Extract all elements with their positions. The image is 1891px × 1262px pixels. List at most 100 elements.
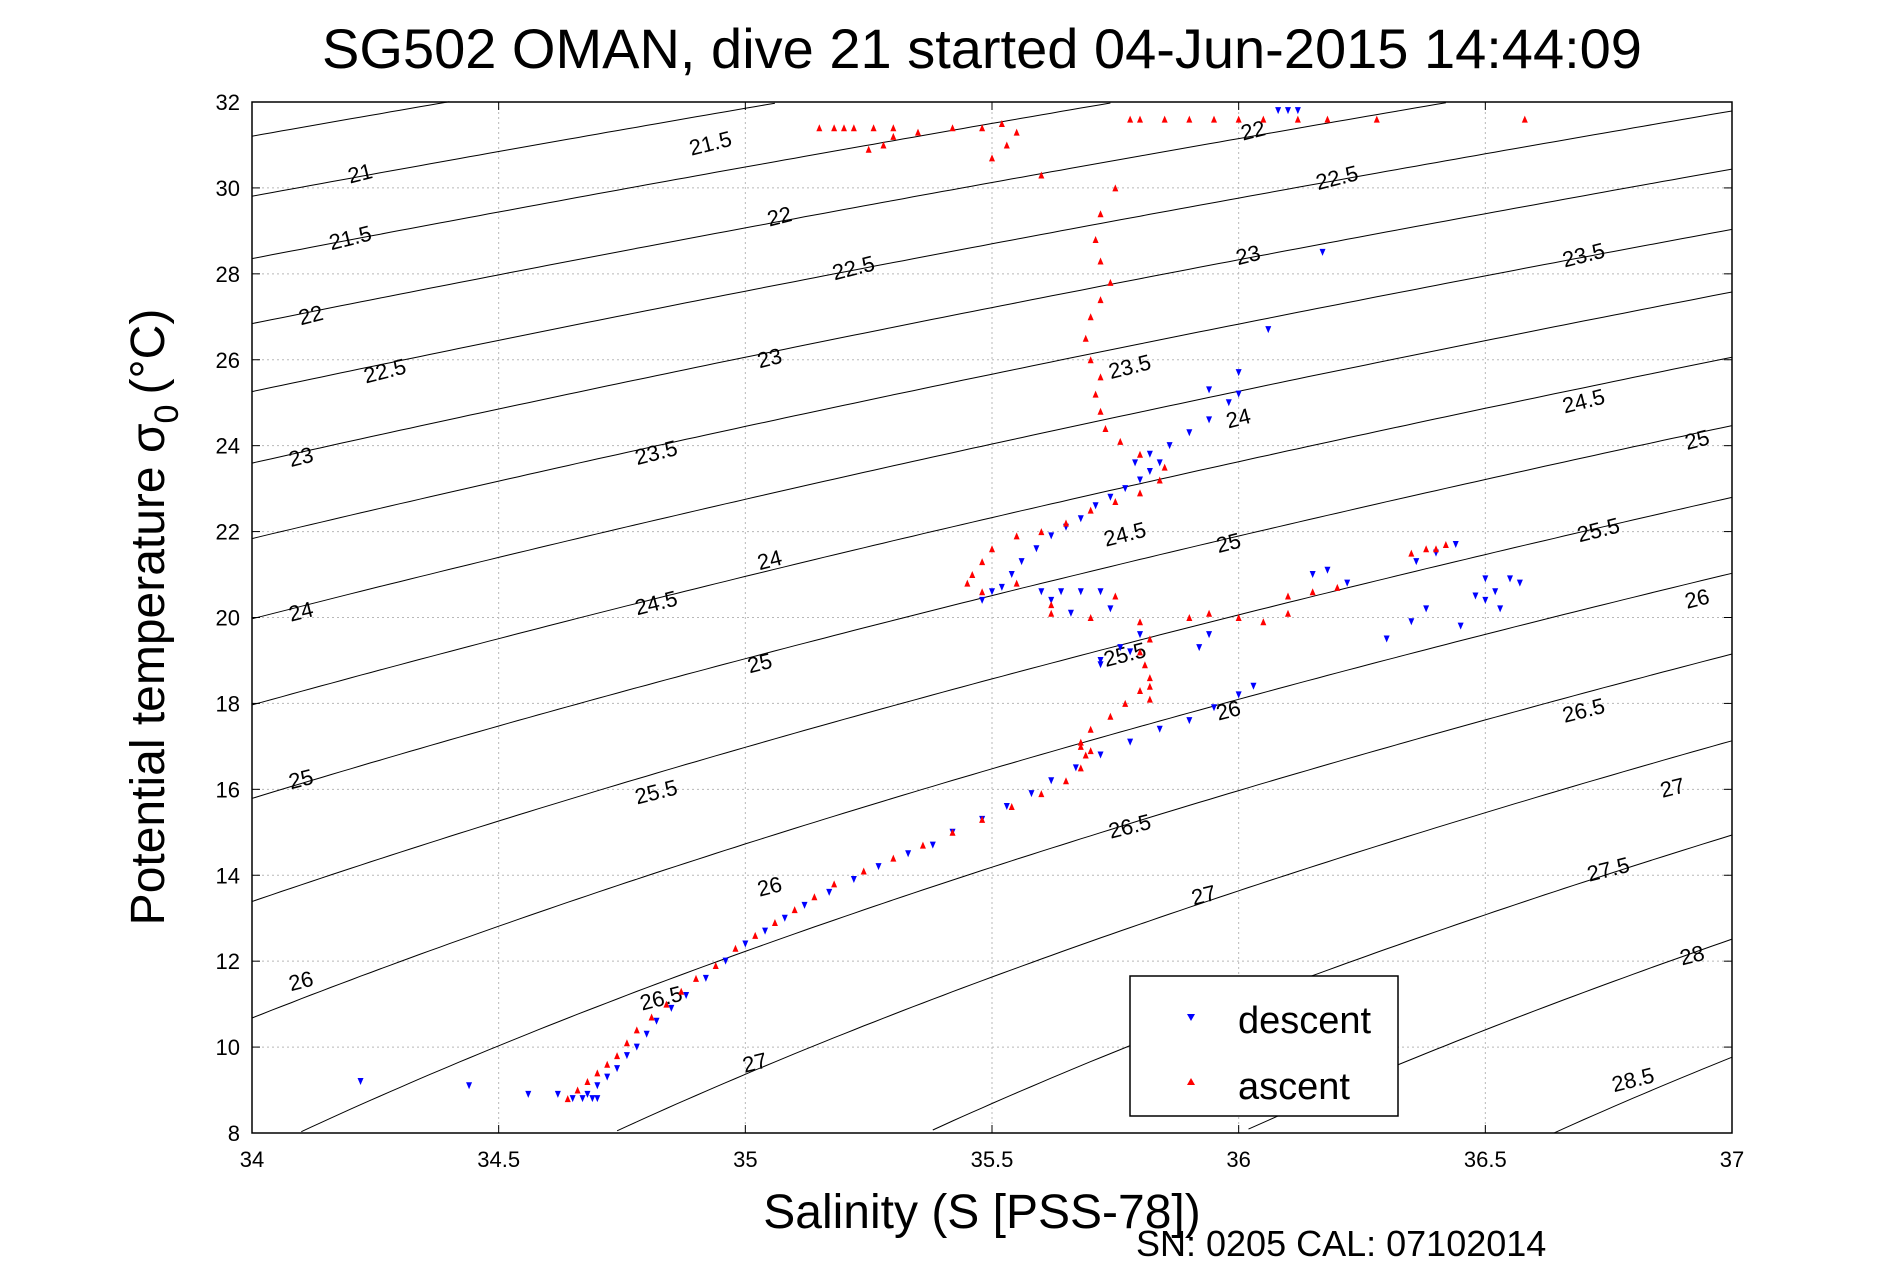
- descent-point: [569, 1095, 576, 1103]
- y-axis-label-main: Potential temperature σ: [122, 423, 175, 925]
- descent-point: [594, 1082, 601, 1090]
- ascent-point: [1146, 674, 1153, 682]
- descent-point: [1048, 777, 1055, 785]
- density-contour-label: 26: [286, 966, 316, 996]
- descent-point: [466, 1082, 473, 1090]
- descent-point: [826, 888, 833, 896]
- descent-point: [1077, 515, 1084, 523]
- descent-point: [604, 1073, 611, 1081]
- y-tick-label: 10: [216, 1035, 240, 1060]
- density-contour-line: [251, 425, 1733, 799]
- ascent-point: [989, 545, 995, 553]
- density-contour-line: [251, 102, 1111, 260]
- ascent-point: [1137, 648, 1143, 656]
- ascent-point: [1146, 695, 1153, 703]
- ascent-point: [1013, 532, 1020, 540]
- ascent-point: [890, 132, 897, 140]
- descent-point: [1285, 107, 1291, 115]
- ascent-point: [1107, 712, 1114, 720]
- descent-point: [1107, 493, 1114, 501]
- descent-point: [1072, 764, 1079, 772]
- ascent-point: [1161, 115, 1168, 123]
- ascent-point: [1097, 257, 1104, 265]
- density-contour-line: [251, 168, 1733, 464]
- descent-point: [653, 1017, 660, 1025]
- descent-point: [1008, 571, 1015, 579]
- density-contour-line: [251, 356, 1733, 706]
- y-axis-label-unit: (°C): [122, 309, 175, 395]
- descent-point: [1472, 592, 1479, 600]
- descent-point: [702, 974, 709, 982]
- legend-box: [1129, 975, 1399, 1117]
- ascent-point: [979, 588, 986, 596]
- descent-point: [1003, 803, 1010, 811]
- descent-point: [1211, 704, 1217, 712]
- ascent-point: [1107, 278, 1114, 286]
- descent-point: [905, 850, 912, 858]
- ascent-point: [841, 124, 847, 132]
- descent-point: [1344, 579, 1351, 587]
- density-contour-label: 24: [286, 596, 316, 626]
- descent-point: [850, 876, 857, 884]
- ascent-point: [1146, 682, 1153, 690]
- ascent-point: [880, 141, 887, 149]
- ascent-point: [1097, 296, 1104, 304]
- descent-point: [633, 1043, 640, 1051]
- x-tick-label: 34: [240, 1147, 264, 1172]
- ascent-point: [1137, 489, 1143, 497]
- descent-point: [1146, 450, 1153, 458]
- ascent-point: [964, 579, 971, 587]
- descent-point: [1038, 588, 1045, 596]
- ascent-point: [979, 124, 986, 132]
- ascent-point: [1146, 635, 1153, 643]
- ascent-point: [633, 1026, 640, 1034]
- descent-point: [1067, 609, 1074, 617]
- descent-point: [1127, 648, 1134, 656]
- x-tick-label: 35.5: [971, 1147, 1014, 1172]
- ascent-point: [574, 1086, 581, 1094]
- ascent-point: [1087, 506, 1094, 514]
- density-contour-label: 25: [1682, 425, 1712, 455]
- descent-point: [1250, 682, 1257, 690]
- y-tick-label: 28: [216, 262, 240, 287]
- ascent-point: [1235, 614, 1242, 621]
- ascent-point: [1008, 803, 1015, 811]
- ascent-point: [663, 1000, 670, 1008]
- descent-point: [762, 927, 769, 935]
- y-axis-label-subscript: 0: [148, 405, 186, 424]
- descent-point: [998, 583, 1005, 591]
- descent-point: [1122, 485, 1129, 493]
- descent-point: [1127, 738, 1134, 746]
- ascent-point: [584, 1077, 591, 1085]
- descent-point: [1048, 532, 1055, 540]
- density-contour-line: [616, 740, 1733, 1132]
- ascent-point: [979, 558, 986, 566]
- ascent-point: [1013, 579, 1020, 587]
- density-contour-line: [251, 291, 1733, 620]
- ascent-point: [890, 124, 897, 132]
- descent-point: [1048, 596, 1055, 604]
- ascent-point: [831, 880, 838, 888]
- descent-point: [1225, 399, 1232, 407]
- ascent-point: [1048, 601, 1055, 609]
- ascent-point: [998, 119, 1005, 127]
- descent-point: [1092, 502, 1099, 510]
- ascent-point: [1206, 609, 1213, 617]
- y-tick-label: 12: [216, 949, 240, 974]
- ascent-point: [1260, 115, 1267, 123]
- ascent-point: [752, 931, 759, 939]
- descent-point: [554, 1090, 561, 1098]
- descent-point: [594, 1095, 601, 1103]
- descent-point: [1156, 459, 1163, 467]
- descent-point: [1206, 386, 1213, 394]
- descent-point: [1097, 656, 1104, 664]
- descent-point: [1507, 575, 1513, 583]
- descent-point: [1324, 566, 1331, 574]
- ascent-point: [1087, 747, 1094, 755]
- descent-point: [1309, 571, 1316, 579]
- descent-point: [584, 1090, 591, 1098]
- density-contour-label: 21: [345, 158, 375, 188]
- ascent-point: [816, 124, 823, 132]
- density-contour-label: 25: [286, 764, 316, 794]
- descent-point: [742, 940, 749, 948]
